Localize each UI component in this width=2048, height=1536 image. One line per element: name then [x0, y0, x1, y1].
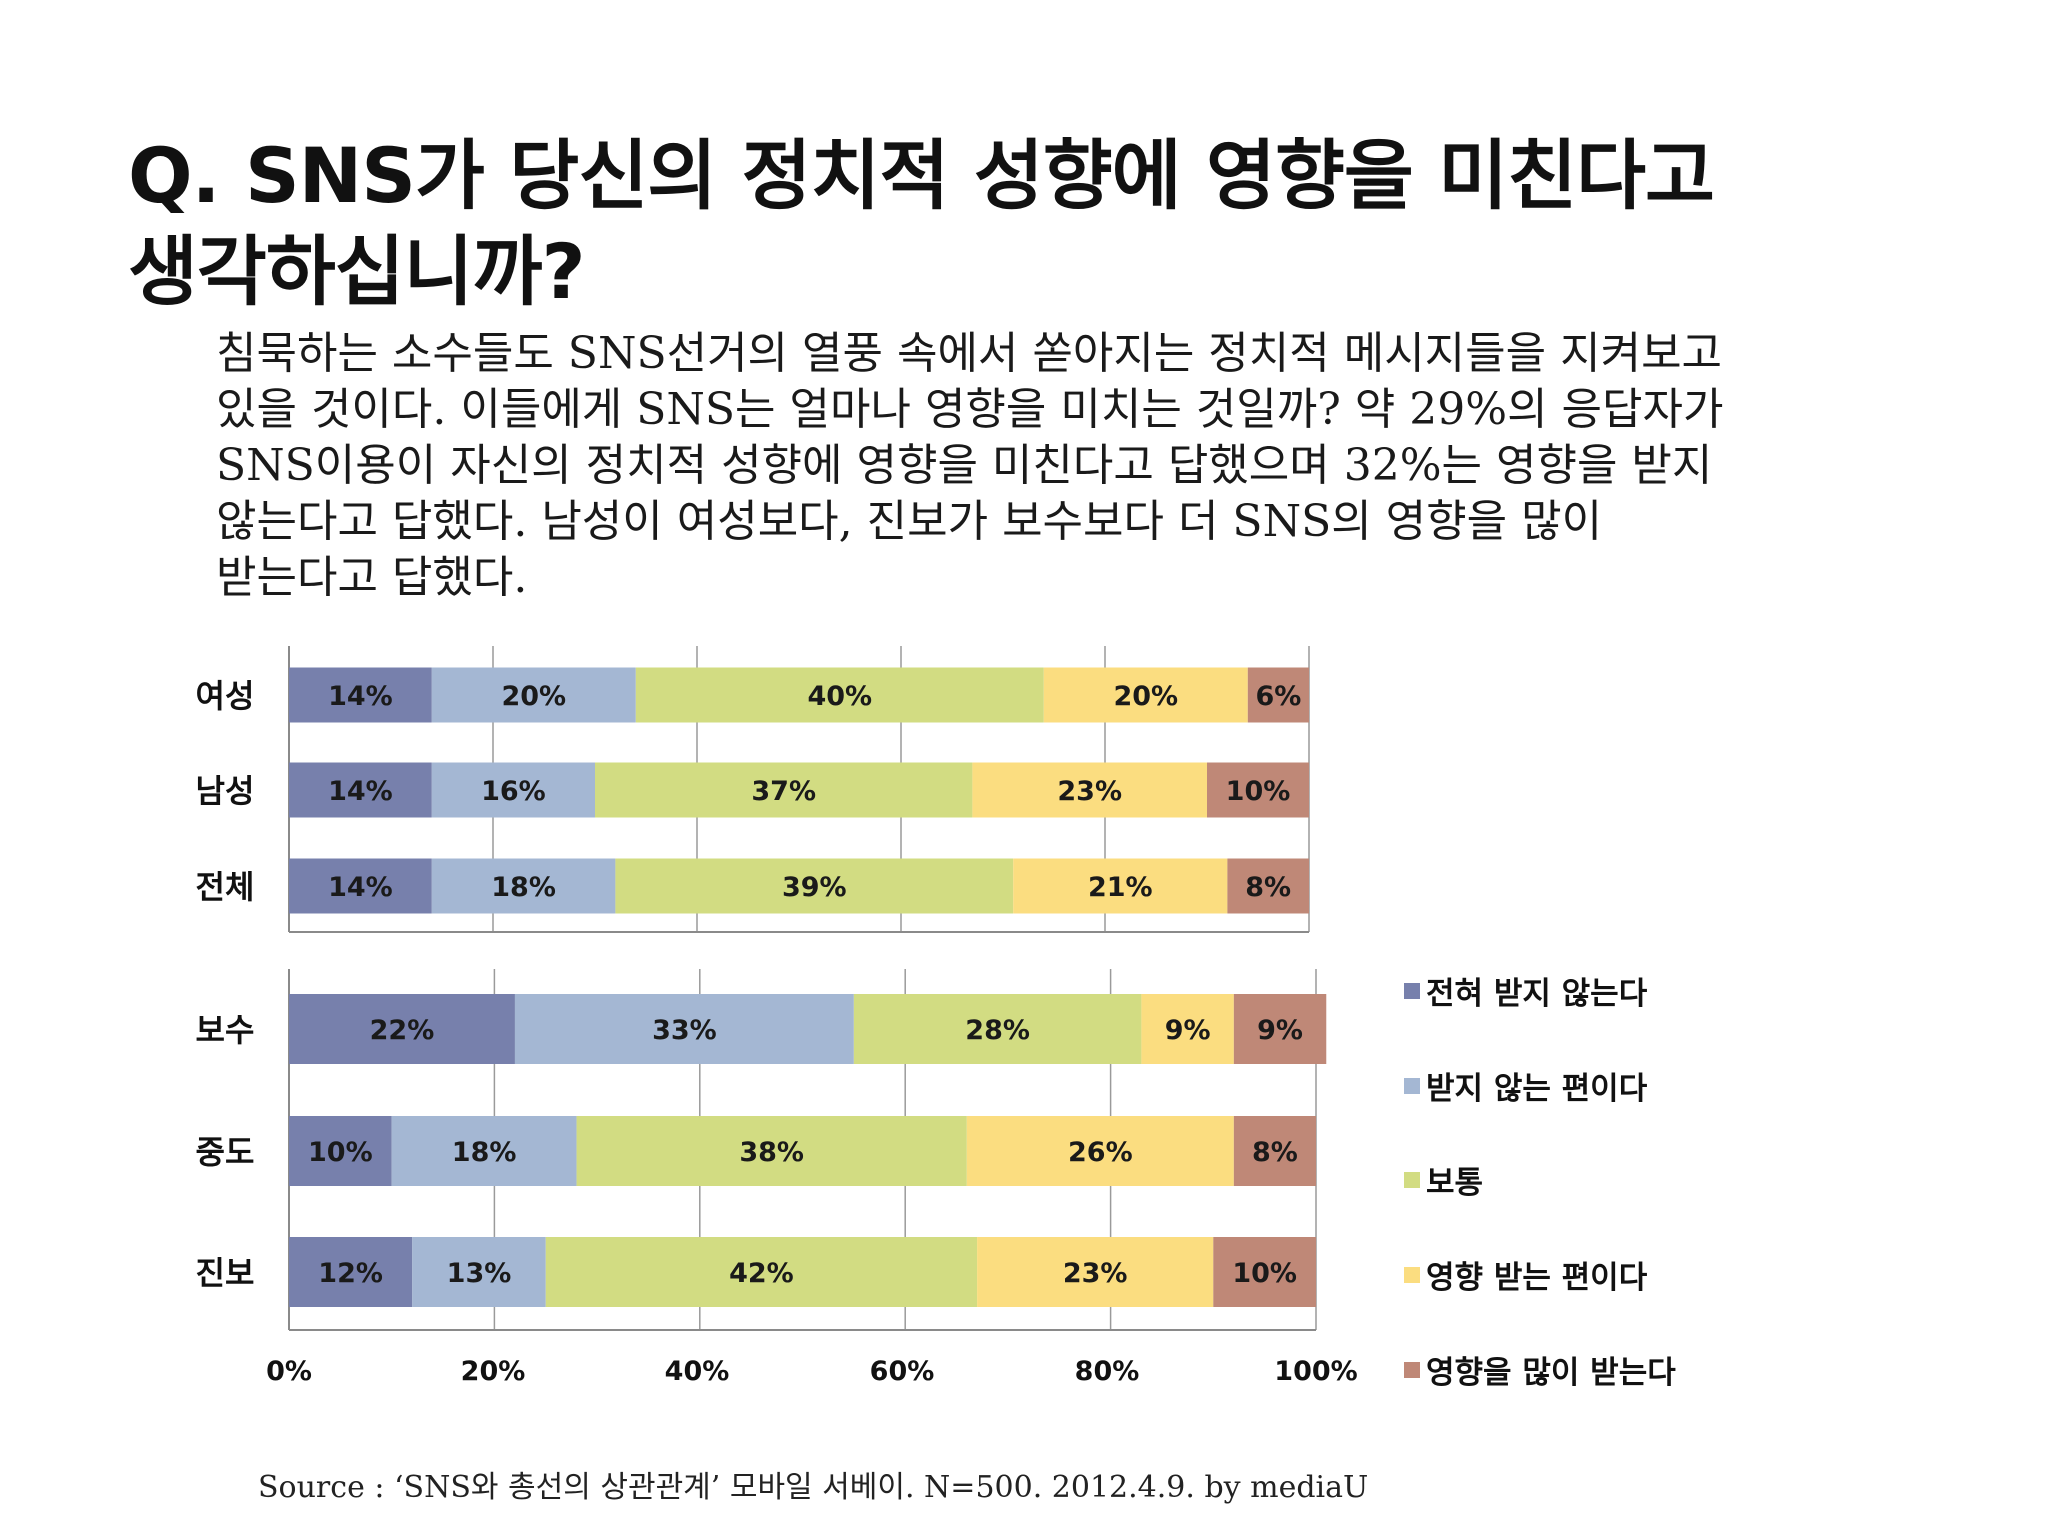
data-label: 8%: [1245, 872, 1291, 903]
legend-item: 받지 않는 편이다: [1404, 1063, 1647, 1108]
bar-segment: [289, 1116, 392, 1186]
category-label: 여성: [196, 677, 255, 715]
data-label: 6%: [1255, 681, 1301, 712]
bar-segment: [977, 1237, 1214, 1307]
data-label: 16%: [481, 776, 546, 807]
data-label: 18%: [452, 1137, 517, 1168]
description-line: 있을 것이다. 이들에게 SNS는 얼마나 영향을 미치는 것일까? 약 29%…: [216, 384, 1724, 435]
data-label: 14%: [328, 776, 393, 807]
bar-segment: [1227, 858, 1309, 914]
legend-swatch: [1404, 1361, 1420, 1378]
legend-item: 보통: [1404, 1157, 1483, 1202]
data-label: 22%: [370, 1015, 435, 1046]
bar-segment: [853, 994, 1142, 1064]
data-label: 9%: [1165, 1015, 1211, 1046]
bar-segment: [635, 667, 1044, 723]
description-paragraph: 침묵하는 소수들도 SNS선거의 열풍 속에서 쏟아지는 정치적 메시지들을 지…: [216, 326, 1936, 606]
category-label: 보수: [196, 1011, 255, 1049]
legend-label: 받지 않는 편이다: [1426, 1071, 1648, 1107]
legend-swatch: [1404, 982, 1420, 999]
data-label: 28%: [965, 1015, 1030, 1046]
data-label: 12%: [318, 1258, 383, 1289]
legend-label: 보통: [1426, 1165, 1484, 1201]
x-tick-label: 80%: [1075, 1356, 1140, 1387]
x-tick-label: 0%: [266, 1356, 312, 1387]
data-label: 10%: [308, 1137, 373, 1168]
data-label: 18%: [491, 872, 556, 903]
legend-item: 전혀 받지 않는다: [1404, 968, 1647, 1013]
data-label: 40%: [807, 681, 872, 712]
category-label: 중도: [196, 1133, 255, 1171]
data-label: 33%: [652, 1015, 717, 1046]
bar-segment: [514, 994, 854, 1064]
data-label: 23%: [1063, 1258, 1128, 1289]
legend-item: 영향 받는 편이다: [1404, 1252, 1647, 1297]
stacked-bar-chart: 여성 14% 20% 40% 20% 6% 남성 14% 16% 37% 23% 10% 전체 14% 18…: [196, 646, 1358, 1387]
legend-item: 영향을 많이 받는다: [1404, 1347, 1676, 1392]
legend-label: 전혀 받지 않는다: [1426, 976, 1648, 1012]
legend-label: 영향 받는 편이다: [1426, 1260, 1648, 1296]
bar-segment: [972, 762, 1207, 818]
data-label: 9%: [1257, 1015, 1303, 1046]
data-label: 39%: [782, 872, 847, 903]
description-line: 침묵하는 소수들도 SNS선거의 열풍 속에서 쏟아지는 정치적 메시지들을 지…: [216, 328, 1723, 379]
bar-segment: [1233, 1116, 1316, 1186]
bar-segment: [1233, 994, 1327, 1064]
x-tick-label: 20%: [461, 1356, 526, 1387]
bar-segment: [966, 1116, 1234, 1186]
slide-title: Q. SNS가 당신의 정치적 성향에 영향을 미친다고 생각하십니까?: [128, 128, 1928, 320]
bar-segment: [289, 1237, 413, 1307]
x-tick-label: 60%: [870, 1356, 935, 1387]
category-label: 남성: [196, 772, 255, 810]
x-tick-label: 40%: [665, 1356, 730, 1387]
bar-segment: [391, 1116, 577, 1186]
bar-segment: [1043, 667, 1248, 723]
legend-label: 영향을 많이 받는다: [1426, 1355, 1676, 1391]
slide-title-line-2: 생각하십니까?: [128, 227, 586, 316]
category-label: 진보: [196, 1254, 255, 1292]
data-label: 8%: [1252, 1137, 1298, 1168]
description-line: SNS이용이 자신의 정치적 성향에 영향을 미친다고 답했으며 32%는 영향…: [216, 440, 1713, 491]
x-tick-label: 100%: [1274, 1356, 1357, 1387]
source-caption: Source : ‘SNS와 총선의 상관관계’ 모바일 서베이. N=500.…: [258, 1470, 1369, 1505]
bar-segment: [431, 667, 636, 723]
description-line: 받는다고 답했다.: [216, 552, 528, 603]
bar-segment: [1213, 1237, 1316, 1307]
bar-segment: [615, 858, 1014, 914]
bar-segment: [289, 858, 432, 914]
bar-segment: [576, 1116, 967, 1186]
bar-segment: [431, 858, 616, 914]
legend-swatch: [1404, 1171, 1420, 1188]
slide-title-line-1: Q. SNS가 당신의 정치적 성향에 영향을 미친다고: [128, 131, 1715, 220]
bar-segment: [595, 762, 973, 818]
data-label: 20%: [1113, 681, 1178, 712]
bar-segment: [1141, 994, 1234, 1064]
data-label: 38%: [739, 1137, 804, 1168]
data-label: 10%: [1226, 776, 1291, 807]
data-label: 42%: [729, 1258, 794, 1289]
description-line: 않는다고 답했다. 남성이 여성보다, 진보가 보수보다 더 SNS의 영향을 …: [216, 496, 1603, 547]
bar-segment: [431, 762, 595, 818]
data-label: 14%: [328, 872, 393, 903]
bar-segment: [289, 762, 432, 818]
data-label: 20%: [501, 681, 566, 712]
category-label: 전체: [196, 868, 255, 906]
data-label: 13%: [447, 1258, 512, 1289]
bar-segment: [545, 1237, 978, 1307]
data-label: 21%: [1088, 872, 1153, 903]
bar-segment: [289, 994, 515, 1064]
data-label: 14%: [328, 681, 393, 712]
data-label: 10%: [1232, 1258, 1297, 1289]
data-label: 37%: [751, 776, 816, 807]
bar-segment: [412, 1237, 546, 1307]
bar-segment: [1247, 667, 1309, 723]
bar-segment: [289, 667, 432, 723]
legend-swatch: [1404, 1266, 1420, 1283]
data-label: 26%: [1068, 1137, 1133, 1168]
bar-segment: [1013, 858, 1228, 914]
bar-segment: [1207, 762, 1309, 818]
legend-swatch: [1404, 1077, 1420, 1094]
data-label: 23%: [1057, 776, 1122, 807]
